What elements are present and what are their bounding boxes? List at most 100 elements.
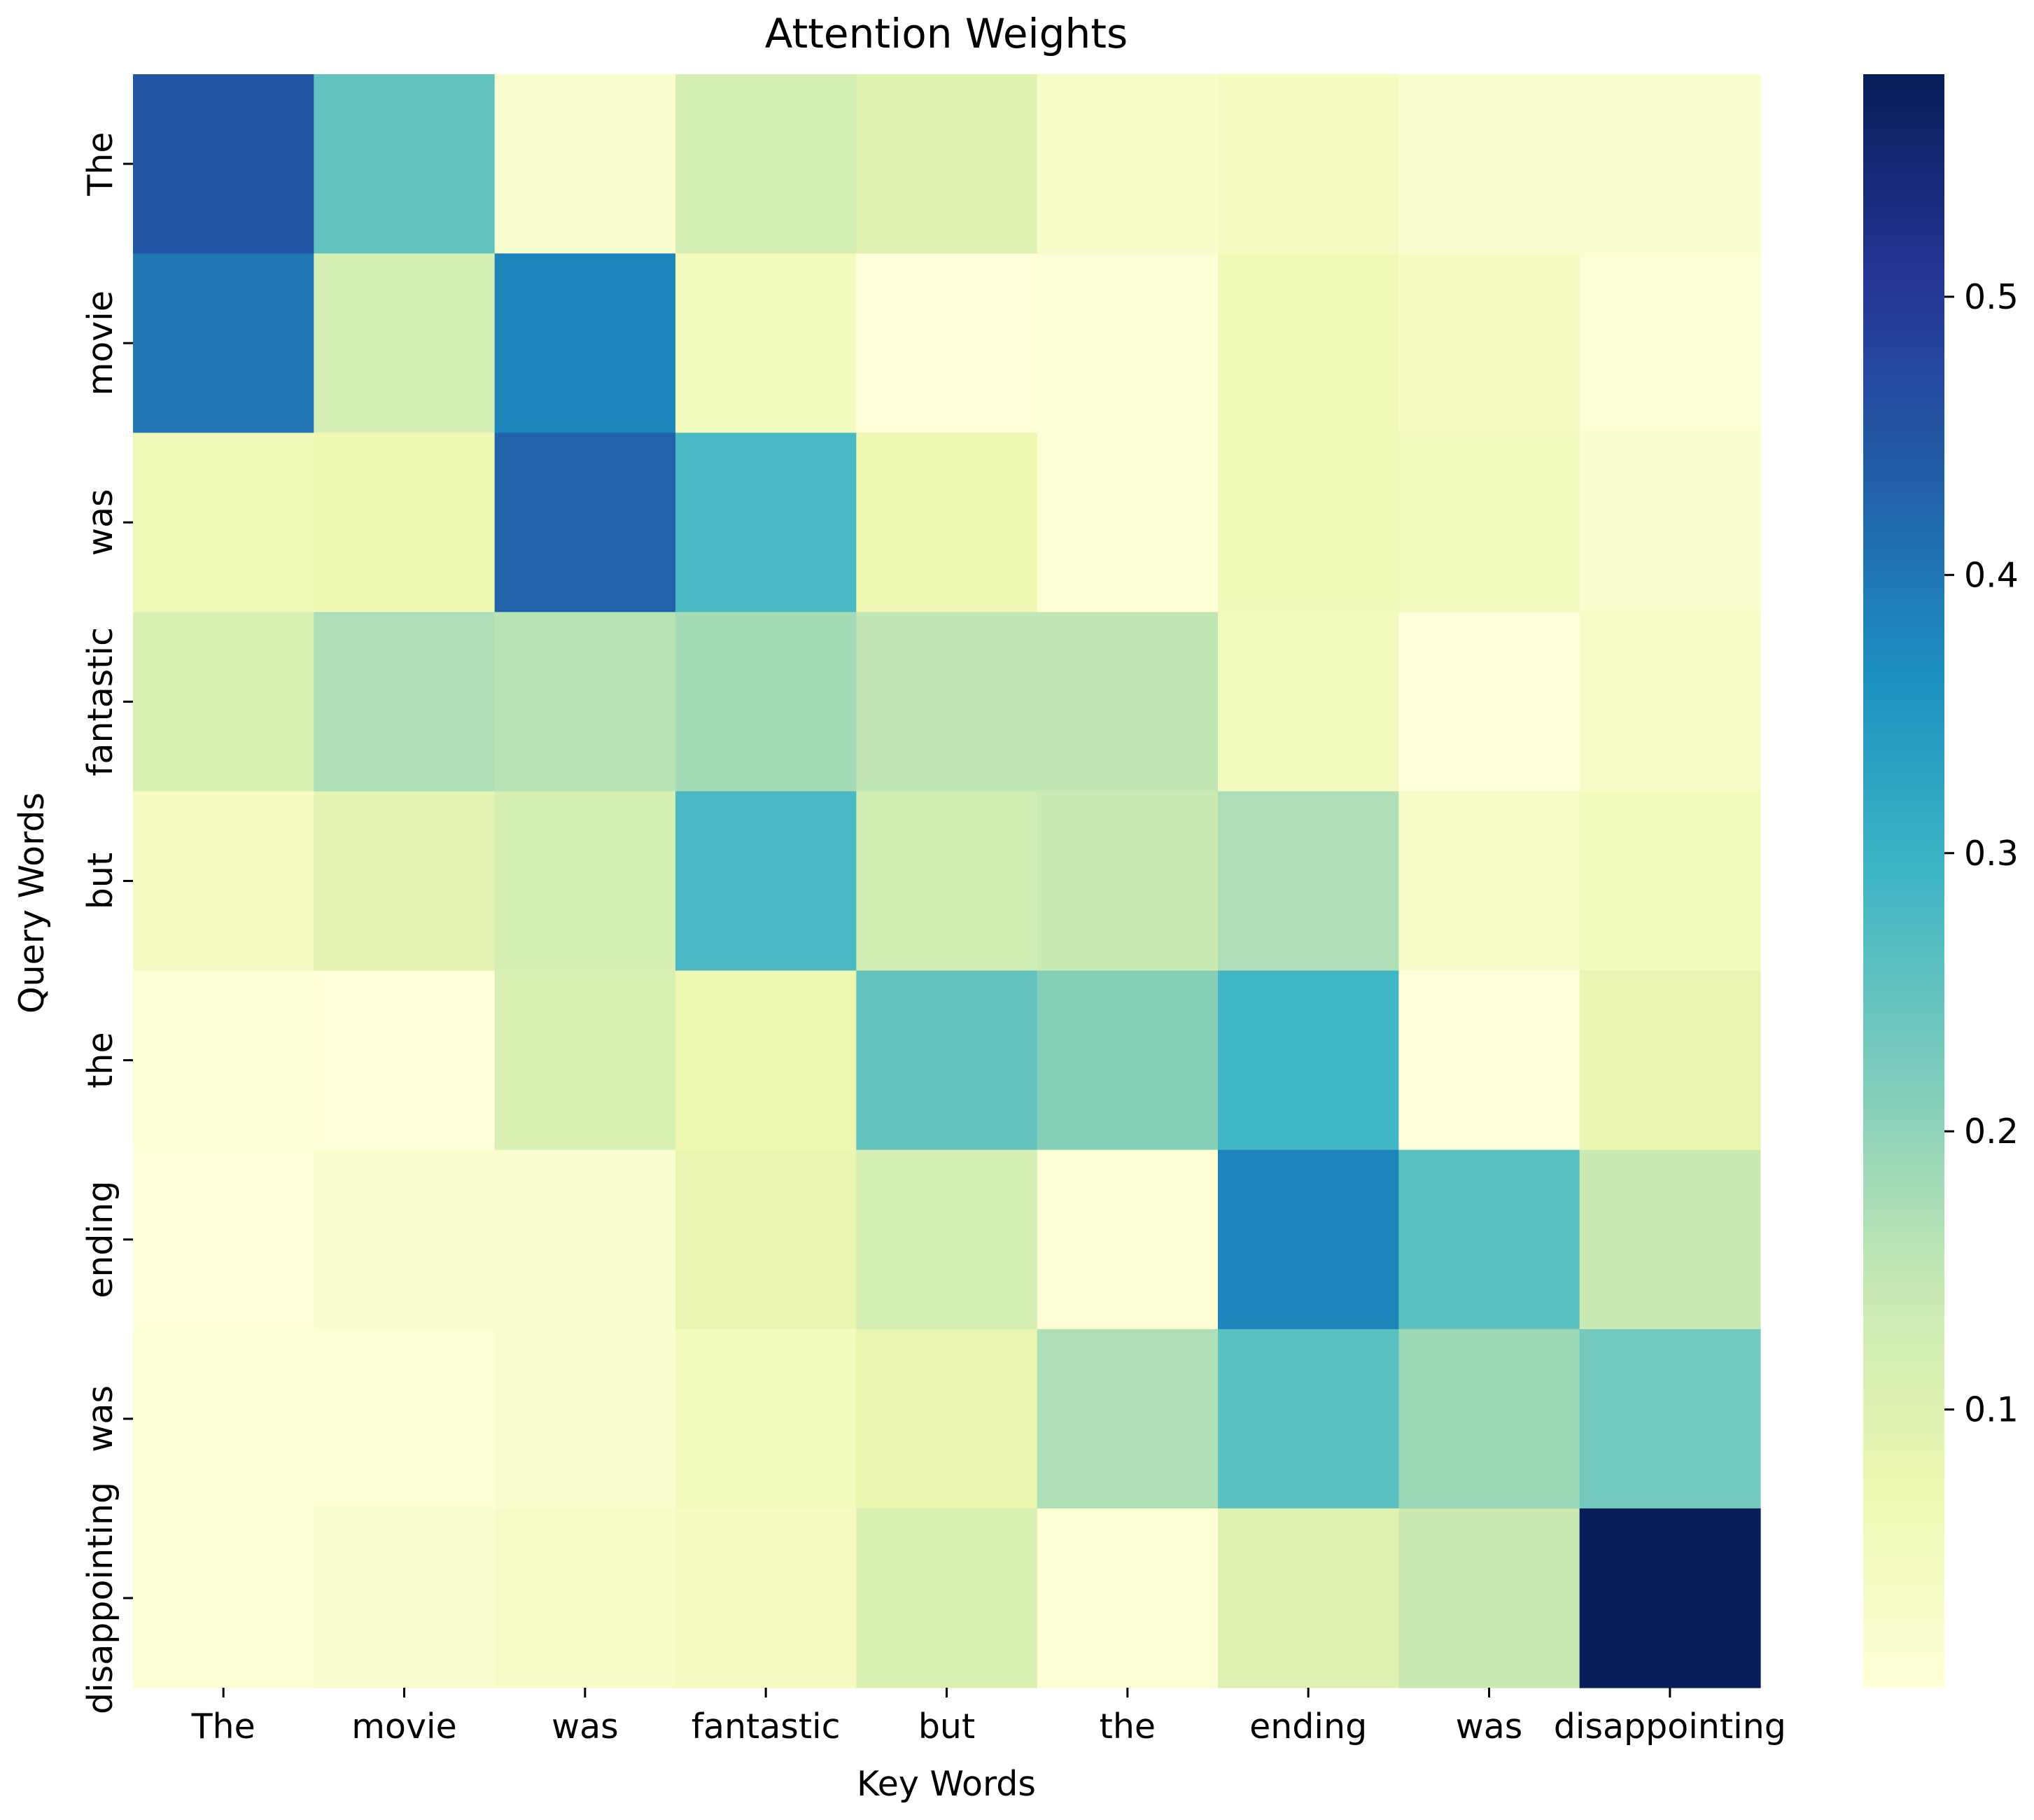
heatmap-cell (1218, 612, 1399, 792)
heatmap-cell (1037, 791, 1219, 972)
heatmap-cell (1218, 253, 1399, 433)
heatmap-cell (675, 433, 857, 612)
heatmap-cell (314, 1329, 496, 1509)
y-tick-label: the (80, 1032, 120, 1088)
heatmap-cell (675, 970, 857, 1151)
heatmap-cell (1398, 970, 1580, 1151)
heatmap-cell (1579, 253, 1761, 433)
heatmap-cell (1398, 1508, 1580, 1688)
heatmap-cell (494, 970, 676, 1151)
heatmap-cell (675, 253, 857, 433)
heatmap-cell (314, 612, 496, 792)
colorbar-tick-label: 0.5 (1964, 277, 2019, 317)
heatmap-cell (494, 74, 676, 254)
colorbar-tick-label: 0.2 (1964, 1112, 2019, 1152)
heatmap-cell (856, 1329, 1038, 1509)
x-axis-label: Key Words (857, 1764, 1036, 1804)
heatmap-cell (1218, 1149, 1399, 1330)
heatmap-cell (1398, 1149, 1580, 1330)
heatmap-cell (1398, 791, 1580, 972)
y-tick-label: movie (80, 290, 120, 396)
heatmap-cell (1398, 74, 1580, 254)
heatmap-cell (1579, 791, 1761, 972)
heatmap-cell (675, 74, 857, 254)
x-tick-label: was (1456, 1707, 1523, 1746)
chart-title: Attention Weights (765, 10, 1128, 57)
x-tick-label: movie (351, 1707, 456, 1746)
x-tick-label: the (1100, 1707, 1156, 1746)
y-tick-label: disappointing (80, 1482, 120, 1714)
x-tick-label: fantastic (692, 1707, 841, 1746)
heatmap-cell (1037, 612, 1219, 792)
y-tick-label: ending (80, 1181, 120, 1298)
heatmap-cell (856, 253, 1038, 433)
heatmap-cell (1037, 433, 1219, 612)
heatmap-cell (314, 970, 496, 1151)
heatmap-cell (494, 1149, 676, 1330)
heatmap-cell (1037, 1149, 1219, 1330)
heatmap-cell (1579, 612, 1761, 792)
heatmap-cell (856, 791, 1038, 972)
heatmap-cell (314, 1508, 496, 1688)
heatmap-cell (494, 433, 676, 612)
heatmap-cell (133, 1329, 314, 1509)
heatmap-cell (675, 791, 857, 972)
heatmap-cell (1398, 1329, 1580, 1509)
heatmap-cell (1579, 1508, 1761, 1688)
heatmap-cell (1037, 970, 1219, 1151)
heatmap-cell (1579, 74, 1761, 254)
heatmap-cell (494, 791, 676, 972)
heatmap-cell (1398, 253, 1580, 433)
y-tick-label: The (80, 132, 120, 196)
y-tick-label: was (80, 489, 120, 556)
heatmap-cell (314, 1149, 496, 1330)
heatmap-cell (314, 791, 496, 972)
y-axis-label: Query Words (12, 792, 52, 1014)
x-tick-label: but (918, 1707, 975, 1746)
heatmap-cell (856, 74, 1038, 254)
heatmap-cell (675, 1508, 857, 1688)
heatmap-cell (1579, 1149, 1761, 1330)
heatmap-cell (856, 970, 1038, 1151)
heatmap-cell (1037, 1329, 1219, 1509)
heatmap-cell (856, 612, 1038, 792)
heatmap-cell (133, 612, 314, 792)
heatmap-cell (133, 74, 314, 254)
x-tick-label: The (191, 1707, 255, 1746)
heatmap-cell (1398, 433, 1580, 612)
heatmap-cell (494, 253, 676, 433)
heatmap-cell (133, 791, 314, 972)
colorbar-ticks: 0.1 0.2 0.3 0.4 0.5 (1944, 277, 2019, 1430)
heatmap-cell (1037, 253, 1219, 433)
heatmap-cell (1218, 791, 1399, 972)
heatmap-cell (675, 1149, 857, 1330)
y-tick-label: but (80, 853, 120, 909)
heatmap-cell (133, 1149, 314, 1330)
heatmap-cell (1218, 1508, 1399, 1688)
heatmap-cell (856, 1508, 1038, 1688)
heatmap-cell (675, 1329, 857, 1509)
heatmap-cell (1218, 1329, 1399, 1509)
heatmap-cell (1218, 74, 1399, 254)
y-tick-label: fantastic (80, 627, 120, 776)
x-tick-label: disappointing (1554, 1707, 1786, 1746)
heatmap-cell (314, 74, 496, 254)
colorbar-tick-label: 0.1 (1964, 1390, 2019, 1430)
colorbar-tick-label: 0.4 (1964, 555, 2019, 595)
heatmap-cell (133, 433, 314, 612)
heatmap-cell (1037, 1508, 1219, 1688)
x-axis-ticks: The movie was fantastic but the ending was disap… (191, 1688, 1786, 1746)
colorbar-tick-label: 0.3 (1964, 834, 2019, 874)
heatmap-cell (133, 1508, 314, 1688)
y-tick-label: was (80, 1385, 120, 1452)
y-axis-ticks: The movie was fantastic but the ending was disap… (80, 132, 133, 1714)
heatmap-cell (1218, 970, 1399, 1151)
heatmap-cell (494, 1508, 676, 1688)
heatmap-cells (133, 74, 1761, 1688)
heatmap-cell (1398, 612, 1580, 792)
heatmap-cell (1218, 433, 1399, 612)
heatmap-cell (133, 970, 314, 1151)
heatmap-cell (314, 433, 496, 612)
heatmap-cell (494, 612, 676, 792)
